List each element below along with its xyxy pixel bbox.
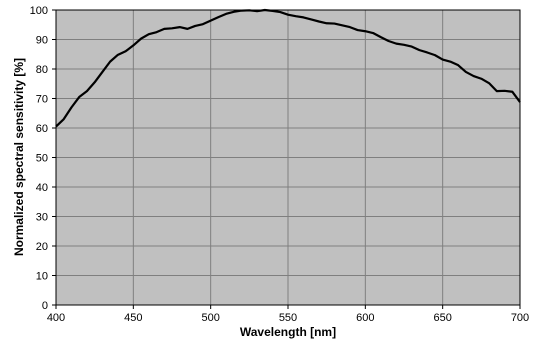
y-tick-label: 70 xyxy=(36,94,48,106)
y-tick-label: 0 xyxy=(42,300,48,312)
x-axis-ticks: 400 450 500 550 600 650 700 xyxy=(47,305,529,324)
sensitivity-line xyxy=(55,8,521,128)
y-tick-label: 100 xyxy=(30,5,48,17)
y-tick-label: 90 xyxy=(36,35,48,47)
x-tick-label: 450 xyxy=(124,312,142,324)
x-tick-label: 650 xyxy=(433,312,451,324)
x-tick-label: 500 xyxy=(201,312,219,324)
x-tick-label: 550 xyxy=(279,312,297,324)
y-tick-label: 30 xyxy=(36,212,48,224)
y-tick-label: 20 xyxy=(36,241,48,253)
y-tick-label: 80 xyxy=(36,64,48,76)
x-tick-label: 600 xyxy=(356,312,374,324)
x-tick-label: 400 xyxy=(47,312,65,324)
x-axis-title: Wavelength [nm] xyxy=(240,325,336,339)
y-axis-ticks: 0 10 20 30 40 50 60 70 80 90 100 xyxy=(30,5,56,312)
x-tick-label: 700 xyxy=(511,312,529,324)
y-tick-label: 10 xyxy=(36,271,48,283)
y-tick-label: 50 xyxy=(36,153,48,165)
y-axis-title: Normalized spectral sensitivity [%] xyxy=(12,58,26,256)
y-tick-label: 60 xyxy=(36,123,48,135)
y-tick-label: 40 xyxy=(36,182,48,194)
